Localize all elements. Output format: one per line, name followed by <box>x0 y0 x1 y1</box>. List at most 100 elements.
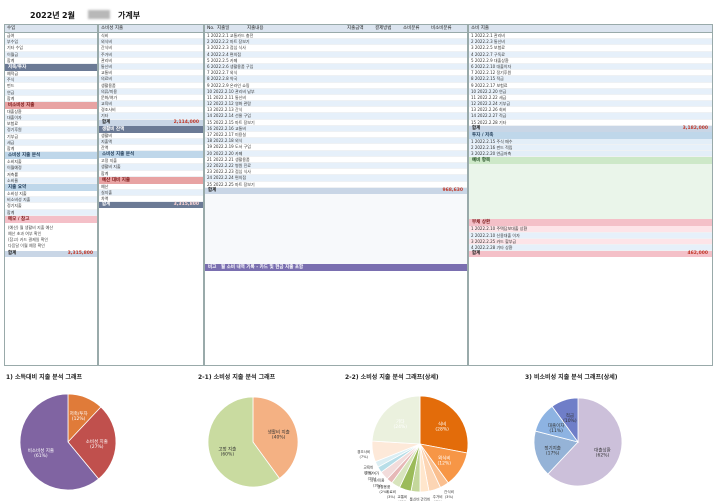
consumption-row: 의류/미용 <box>99 88 203 95</box>
income-row: 급여 <box>5 33 97 40</box>
pie-label: 경조사비 <box>357 449 370 454</box>
non-consumption-row: 대출이자 <box>5 115 97 122</box>
pie-slice <box>551 397 579 444</box>
expense-row: 22 2022.2.22 병원 진료 <box>205 162 467 170</box>
pie-value-label: (3%) <box>387 495 396 499</box>
budget-row: 예산 <box>99 184 203 190</box>
pie-value-label: (10%) <box>563 418 577 424</box>
chart2-title: 2-1) 소비성 지출 분석 그래프 <box>198 374 276 381</box>
expense-row: 10 2022.2.10 관리비 납부 <box>205 88 467 95</box>
income-total: 합계 3,315,800 <box>5 250 97 257</box>
fixed-expense-row: 9 2022.2.17 보험료 <box>469 83 712 89</box>
expense-row: 11 2022.2.11 통신비 <box>205 95 467 102</box>
pie-slice <box>67 406 117 480</box>
expense-log-header: No. 지출일 지출내용 지출금액 결제방법 소비분류 비소비분류 <box>205 25 467 33</box>
income-column: 수입 급여 부수입 기타 수입 이월금 합계 저축/투자 예적금 주식 펀드 연금 합계 비소비… <box>4 24 98 366</box>
debt-section: 부채 상환 <box>469 219 712 227</box>
pie-value-label: (17%) <box>546 450 560 456</box>
pie-slice <box>19 393 100 491</box>
fixed-expense-row: 2 2022.2.3 통신비 <box>469 39 712 46</box>
savings-row: 합계 <box>5 96 97 102</box>
page-title: 가계부 <box>118 11 141 20</box>
pie-value-label: (11%) <box>549 428 563 434</box>
pie-slice <box>419 395 469 454</box>
living-balance-row: 지출액 <box>99 138 203 145</box>
expense-row: 2 2022.2.2 마트 장보기 <box>205 39 467 46</box>
non-consumption-row: 세금 <box>5 139 97 146</box>
consumption-row: 문화/여가 <box>99 95 203 102</box>
fixed-expense-row: 13 2022.2.26 회비 <box>469 107 712 114</box>
pie-label: 고정 지출 <box>218 445 236 452</box>
pie-label: 대출상환 <box>594 447 611 454</box>
summary-section: 지출 요약 <box>5 183 97 191</box>
pie-slice <box>207 396 281 488</box>
consumption-row: 주거비 <box>99 51 203 58</box>
investment-row: 3 2022.2.20 연금저축 <box>469 151 712 158</box>
consumption-total: 합계 2,114,000 <box>99 119 203 126</box>
pie-value-label: (61%) <box>34 453 48 459</box>
pie-slice <box>252 396 299 479</box>
debt-row: 3 2022.2.25 카드 할부금 <box>469 239 712 245</box>
expense-row: 7 2022.2.7 외식 <box>205 70 467 77</box>
redacted-name <box>88 10 110 19</box>
expense-row: 24 2022.2.24 편의점 <box>205 175 467 182</box>
debt-row: 2 2022.2.10 신용대출 이자 <box>469 232 712 239</box>
analysis-row: 소비지출 <box>5 159 97 166</box>
memo-line: 다음달 이월 예정 확인 <box>8 242 45 248</box>
expense-log-total: 합계 968,630 <box>205 187 467 194</box>
expense-row: 9 2022.2.9 온라인 쇼핑 <box>205 83 467 89</box>
pie-value-label: (12%) <box>438 460 452 466</box>
summary-row: 정기지출 <box>5 203 97 210</box>
consumption-row: 교통비 <box>99 70 203 77</box>
pie-value-label: (28%) <box>435 427 449 433</box>
consumption-row: 외식비 <box>99 39 203 46</box>
summary-row: 소비성 지출 <box>5 191 97 198</box>
pie-label: 간식비 <box>444 489 454 494</box>
consumption-row: 식비 <box>99 33 203 40</box>
consumption-row: 생활용품 <box>99 83 203 89</box>
non-consumption-row: 합계 <box>5 146 97 153</box>
chart4-title: 3) 비소비성 지출 분석 그래프(상세) <box>525 374 618 381</box>
consumption-analysis-section: 소비성 지출 분석 <box>99 151 203 159</box>
savings-row: 연금 <box>5 89 97 96</box>
pie-value-label: (24%) <box>394 424 408 430</box>
fixed-expense-row: 6 2022.2.10 대출이자 <box>469 63 712 71</box>
expense-row: 16 2022.2.16 교통비 <box>205 125 467 132</box>
charts-area: 1) 소득대비 지출 분석 그래프 2-1) 소비성 지출 분석 그래프 2-2… <box>0 372 715 501</box>
pie-label: 생활용품 <box>377 484 391 489</box>
savings-row: 주식 <box>5 77 97 84</box>
income-row: 이월금 <box>5 51 97 58</box>
debt-row: 1 2022.2.10 주택담보대출 상환 <box>469 226 712 233</box>
budget-section: 예산 대비 지출 <box>99 176 203 184</box>
savings-section: 저축/투자 <box>5 63 97 71</box>
title-bar: 2022년 2월 가계부 <box>0 6 200 24</box>
expense-row: 19 2022.2.19 도서 구입 <box>205 144 467 151</box>
analysis-row: 이월예정 <box>5 165 97 172</box>
fixed-expense-row: 8 2022.2.15 적금 <box>469 76 712 83</box>
year-label: 2022년 <box>30 11 60 20</box>
fixed-expense-row: 11 2022.2.22 세금 <box>469 95 712 102</box>
expense-row: 23 2022.2.23 점심 식사 <box>205 169 467 176</box>
expense-log-column: No. 지출일 지출내용 지출금액 결제방법 소비분류 비소비분류 1 2022.2.1 교… <box>204 24 468 366</box>
living-balance-row: 잔액 <box>99 145 203 152</box>
consumption-analysis-row: 고정 지출 <box>99 158 203 165</box>
consumption-column: 소비성 지출 식비 외식비 간식비 주거비 관리비 통신비 교통비 의료비 생활용품 의류/미용 문… <box>98 24 204 366</box>
expense-row: 18 2022.2.18 외식 <box>205 138 467 145</box>
pie-label: 적금 <box>566 412 574 419</box>
consumption-header: 소비성 지출 <box>99 25 203 33</box>
fixed-expense-row: 5 2022.2.9 대출상환 <box>469 58 712 64</box>
pie-label: 기타 <box>396 418 405 425</box>
budget-row: 실지출 <box>99 189 203 197</box>
fixed-expense-row: 3 2022.2.5 보험료 <box>469 45 712 52</box>
memo-box: (예산) 월 생활비 지출 예산 예산 초과 여부 확인 (참고) 카드 결제일 확… <box>5 223 97 251</box>
fixed-expense-row: 1 2022.2.1 관리비 <box>469 33 712 40</box>
pie-value-label: (62%) <box>596 453 610 459</box>
pie-value-label: (60%) <box>221 451 235 457</box>
memo-line: (참고) 카드 결제일 확인 <box>8 236 49 242</box>
memo-line: 예산 초과 여부 확인 <box>8 230 42 236</box>
pie-label: 외식비 <box>438 454 450 461</box>
fixed-expense-row: 4 2022.2.7 구독료 <box>469 51 712 58</box>
expense-row: 8 2022.2.8 약국 <box>205 76 467 83</box>
pie-value-label: (7%) <box>359 455 368 459</box>
pie-label: 문화/여가 <box>365 471 380 476</box>
